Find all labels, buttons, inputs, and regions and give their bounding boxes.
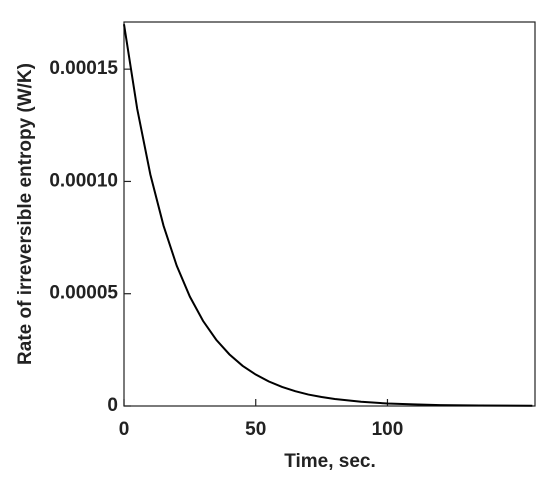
y-tick-label: 0 xyxy=(107,395,118,416)
y-axis-label: Rate of irreversible entropy (W/K) xyxy=(15,63,36,365)
x-tick-label: 0 xyxy=(119,419,130,440)
data-line xyxy=(123,24,533,407)
x-tick-label: 100 xyxy=(372,419,404,440)
y-tick-label: 0.00005 xyxy=(49,283,118,304)
x-axis-label: Time, sec. xyxy=(284,451,376,472)
plot-frame xyxy=(123,21,536,407)
x-tick-label: 50 xyxy=(245,419,266,440)
y-tick-label: 0.00015 xyxy=(49,58,118,79)
y-tick-label: 0.00010 xyxy=(49,170,118,191)
